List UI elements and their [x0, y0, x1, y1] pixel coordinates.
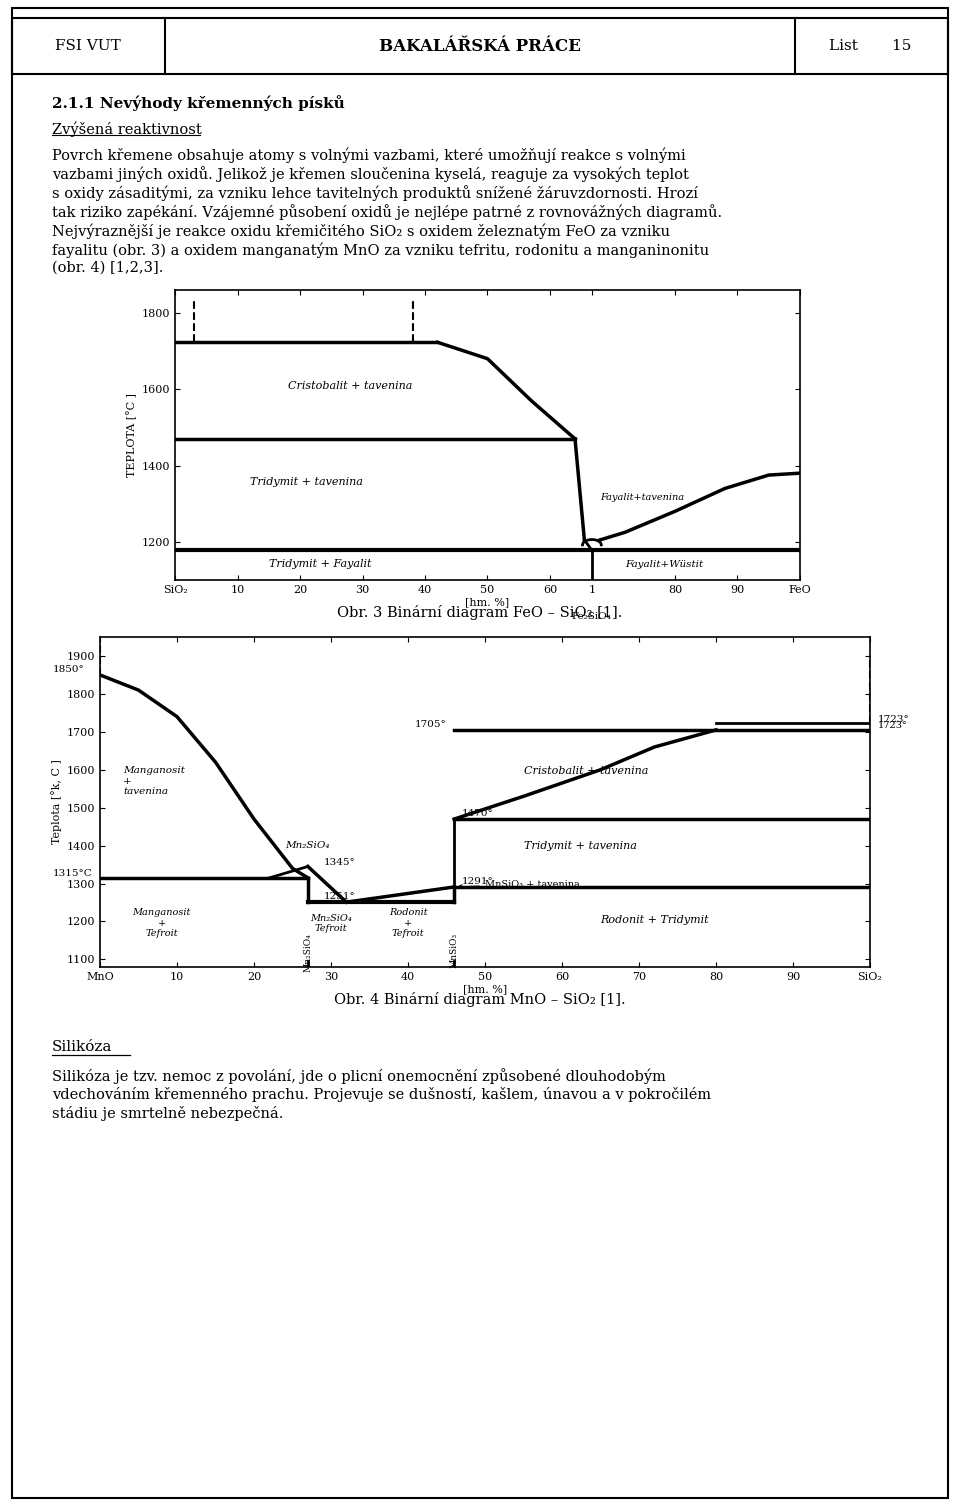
Text: BAKALÁŘSKÁ PRÁCE: BAKALÁŘSKÁ PRÁCE [379, 38, 581, 54]
Text: Rodonit + Tridymit: Rodonit + Tridymit [601, 916, 709, 925]
Text: MnSiO₃ + tavenina: MnSiO₃ + tavenina [458, 880, 580, 889]
Text: Obr. 3 Binární diagram FeO – SiO₂ [1].: Obr. 3 Binární diagram FeO – SiO₂ [1]. [337, 605, 623, 620]
Text: stádiu je smrtelně nebezpečná.: stádiu je smrtelně nebezpečná. [52, 1105, 283, 1120]
Text: Mn₂SiO₄: Mn₂SiO₄ [286, 840, 330, 849]
Text: List       15: List 15 [828, 39, 911, 53]
Y-axis label: TEPLOTA [°C ]: TEPLOTA [°C ] [127, 393, 137, 477]
Text: Obr. 4 Binární diagram MnO – SiO₂ [1].: Obr. 4 Binární diagram MnO – SiO₂ [1]. [334, 992, 626, 1008]
Bar [12, 18, 948, 74]
Text: MnSiO₃: MnSiO₃ [449, 932, 459, 968]
Text: s oxidy zásaditými, za vzniku lehce tavitelných produktů snížené žáruvzdornosti.: s oxidy zásaditými, za vzniku lehce tavi… [52, 185, 698, 200]
Text: Cristobalit + tavenina: Cristobalit + tavenina [287, 381, 412, 392]
Text: 1251°: 1251° [324, 893, 355, 902]
Text: vdechováním křemenného prachu. Projevuje se dušností, kašlem, únavou a v pokroči: vdechováním křemenného prachu. Projevuje… [52, 1087, 711, 1102]
Text: 2.1.1 Nevýhody křemenných písků: 2.1.1 Nevýhody křemenných písků [52, 95, 345, 111]
Text: 1345°: 1345° [324, 857, 355, 866]
Text: FSI VUT: FSI VUT [55, 39, 121, 53]
Text: 1705°: 1705° [415, 720, 446, 729]
Text: Mn₂SiO₄
Tefroit: Mn₂SiO₄ Tefroit [310, 914, 352, 934]
Text: Fayalit+tavenina: Fayalit+tavenina [600, 492, 684, 501]
Text: Tridymit + tavenina: Tridymit + tavenina [250, 476, 363, 486]
Text: (obr. 4) [1,2,3].: (obr. 4) [1,2,3]. [52, 261, 163, 276]
Text: Tridymit + tavenina: Tridymit + tavenina [523, 842, 636, 851]
Text: 1291°: 1291° [462, 876, 493, 886]
Text: Manganosit
+
Tefroit: Manganosit + Tefroit [132, 908, 191, 938]
Text: 1850°: 1850° [53, 664, 84, 673]
Text: fayalitu (obr. 3) a oxidem manganatým MnO za vzniku tefritu, rodonitu a manganin: fayalitu (obr. 3) a oxidem manganatým Mn… [52, 242, 709, 258]
Text: Cristobalit + tavenina: Cristobalit + tavenina [523, 765, 648, 776]
Text: Fayalit+Wüstit: Fayalit+Wüstit [625, 560, 703, 569]
X-axis label: [hm. %]: [hm. %] [463, 985, 507, 994]
Text: 1315°C: 1315°C [53, 869, 92, 878]
X-axis label: [hm. %]: [hm. %] [466, 598, 510, 607]
Text: Tridymit + Fayalit: Tridymit + Fayalit [269, 559, 372, 569]
Text: Fe₂SiO₄: Fe₂SiO₄ [572, 611, 612, 620]
Text: Nejvýraznější je reakce oxidu křemičitého SiO₂ s oxidem železnatým FeO za vzniku: Nejvýraznější je reakce oxidu křemičitéh… [52, 223, 670, 238]
Text: Manganosit
+
tavenina: Manganosit + tavenina [123, 767, 185, 797]
Text: 1723°: 1723° [877, 715, 909, 724]
Text: vazbami jiných oxidů. Jelikož je křemen sloučenina kyselá, reaguje za vysokých t: vazbami jiných oxidů. Jelikož je křemen … [52, 166, 689, 182]
Y-axis label: Teplota [°k, C ]: Teplota [°k, C ] [52, 759, 62, 845]
Text: Mn₂SiO₄: Mn₂SiO₄ [303, 932, 312, 971]
Text: Zvýšená reaktivnost: Zvýšená reaktivnost [52, 120, 202, 137]
Text: Silikóza je tzv. nemoc z povolání, jde o plicní onemocnění způsobené dlouhodobým: Silikóza je tzv. nemoc z povolání, jde o… [52, 1068, 666, 1084]
Text: 1470°: 1470° [462, 809, 493, 818]
Text: Povrch křemene obsahuje atomy s volnými vazbami, které umožňují reakce s volnými: Povrch křemene obsahuje atomy s volnými … [52, 148, 685, 163]
Text: 1723°: 1723° [877, 721, 907, 730]
Text: Rodonit
+
Tefroit: Rodonit + Tefroit [389, 908, 427, 938]
Text: tak riziko zapékání. Vzájemné působení oxidů je nejlépe patrné z rovnovážných di: tak riziko zapékání. Vzájemné působení o… [52, 203, 722, 220]
Text: Silikóza: Silikóza [52, 1041, 112, 1054]
